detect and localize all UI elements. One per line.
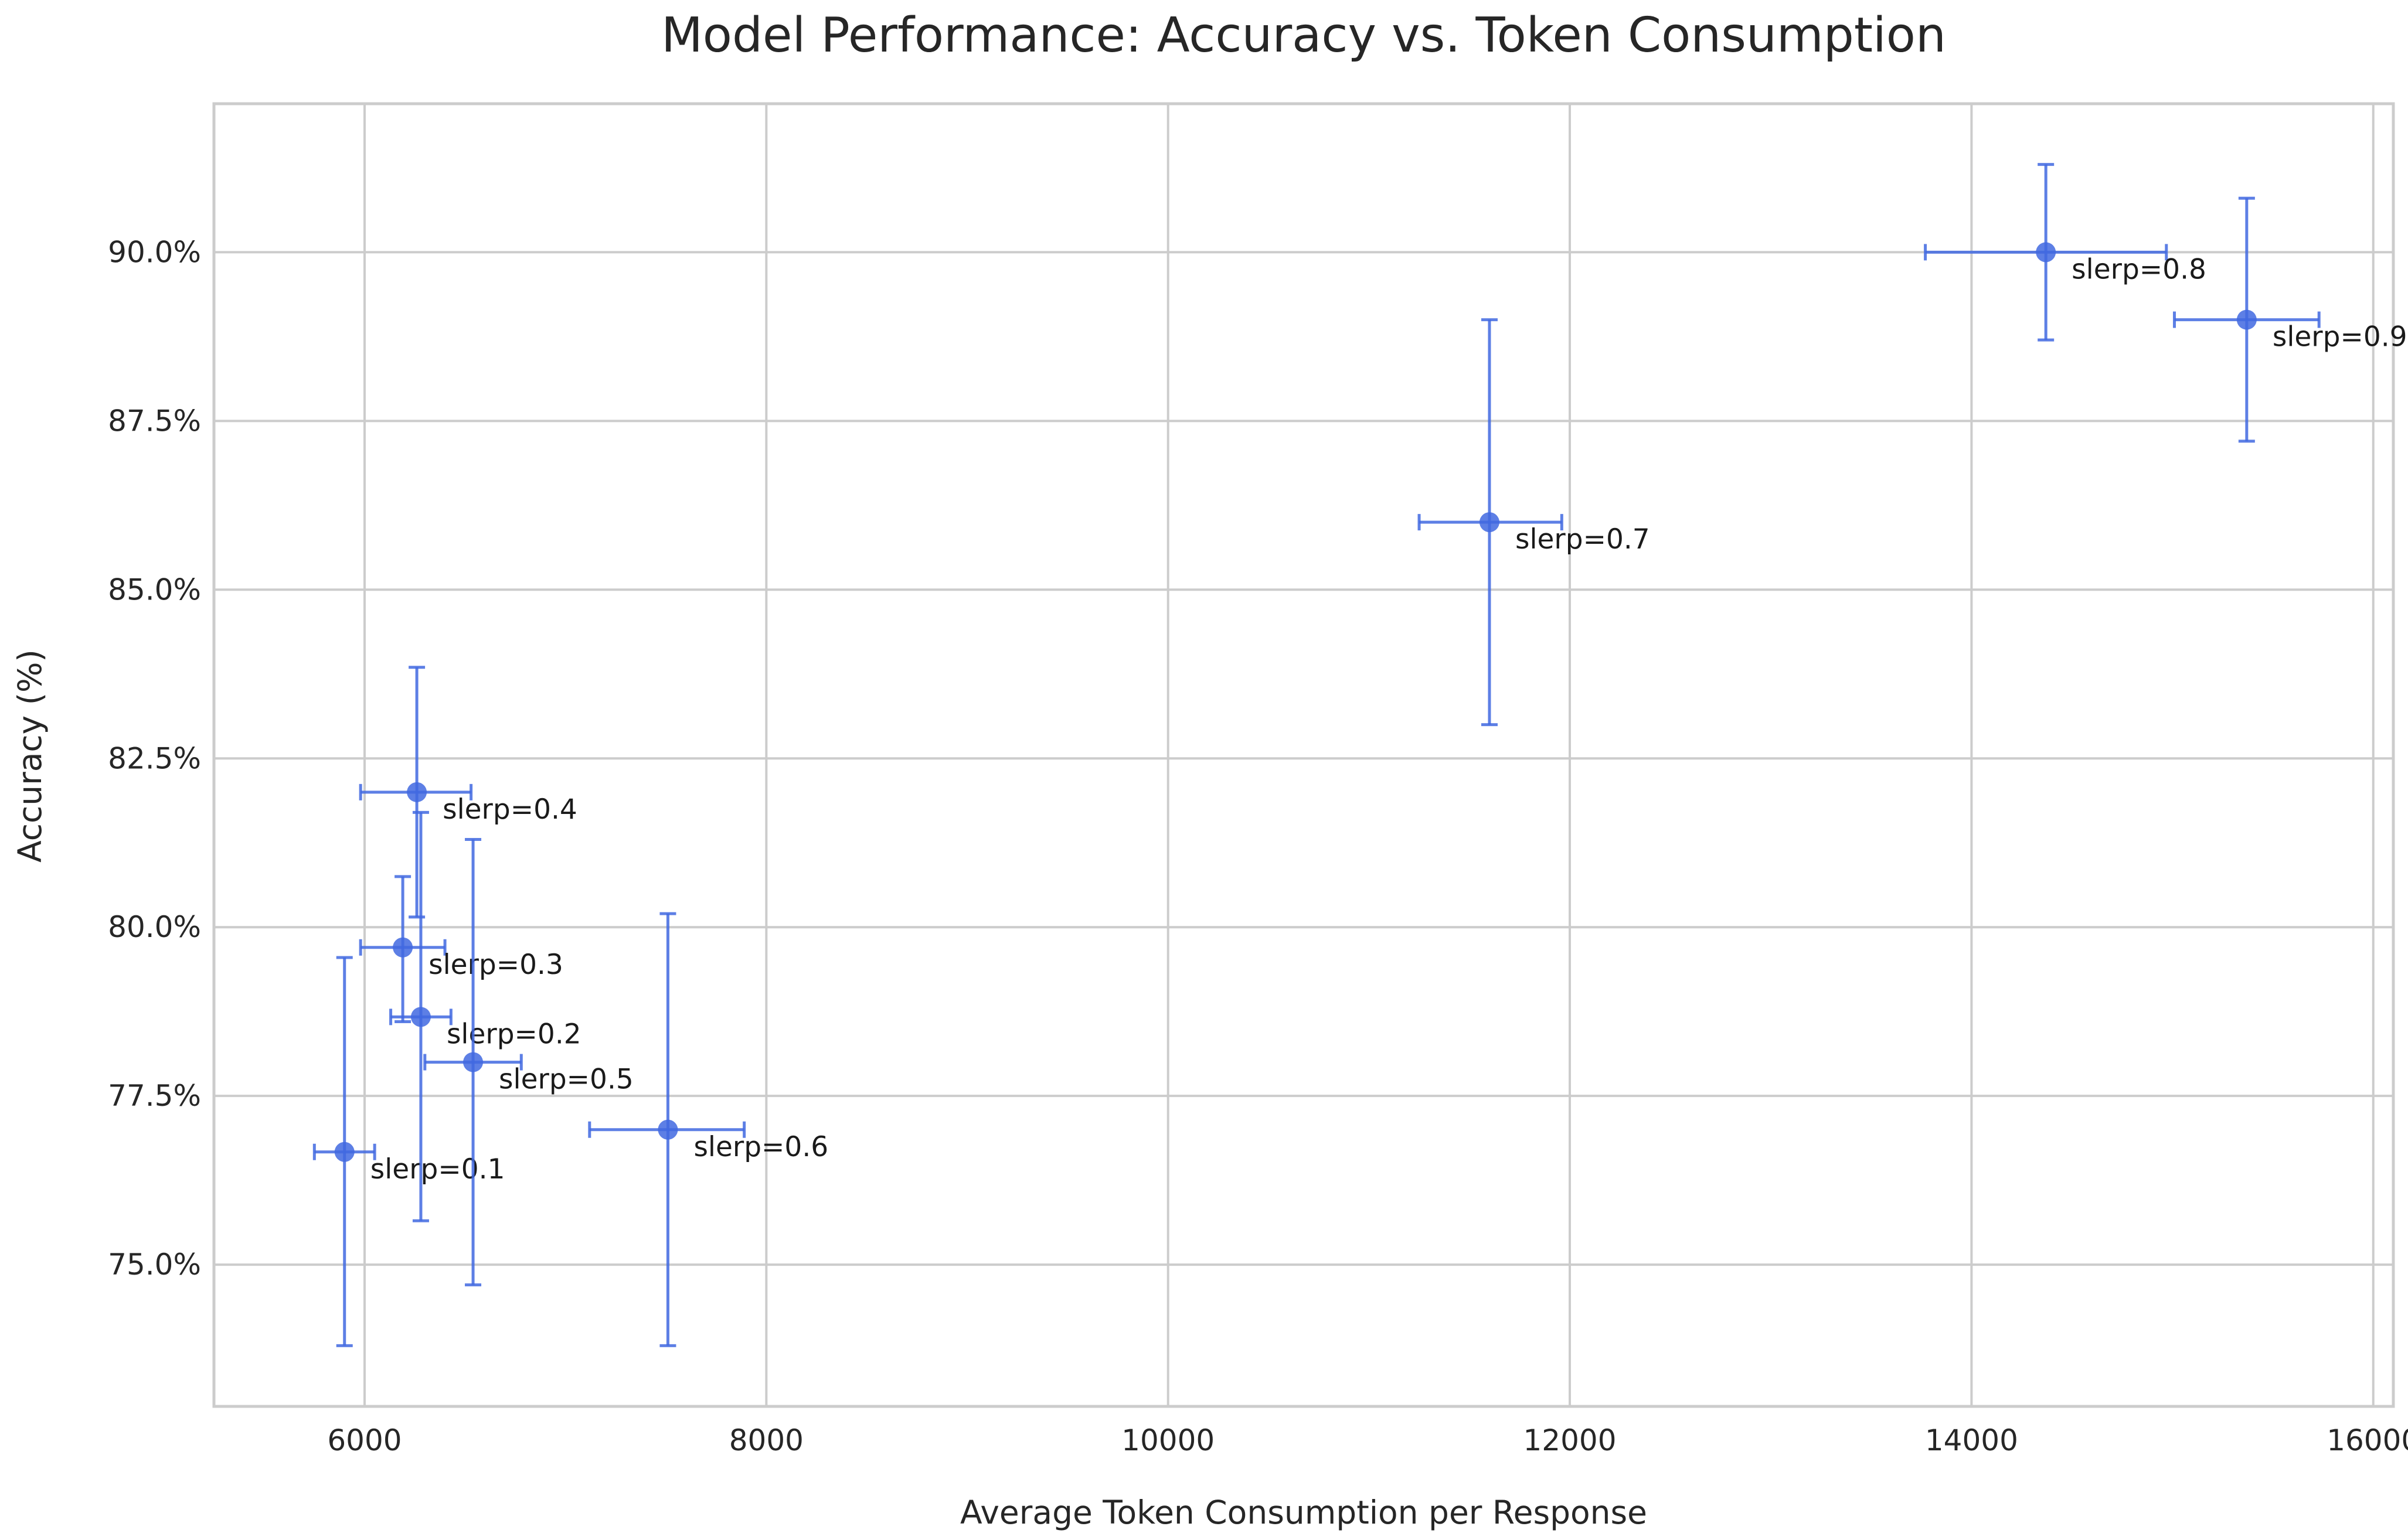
tick-labels: 6000 8000 10000 12000 14000 16000 75.0% 77.5% 80… [108,235,2408,1457]
data-point [393,937,413,958]
data-point-group: slerp=0.5 [423,837,634,1287]
x-tick-label: 14000 [1925,1423,2018,1457]
point-label: slerp=0.7 [1515,523,1650,556]
point-label: slerp=0.2 [447,1018,581,1050]
data-point [334,1142,355,1162]
data-point [410,1007,431,1027]
y-tick-label: 90.0% [108,235,201,269]
plot-frame [212,102,2395,1408]
data-point-group: slerp=0.9 [2172,196,2407,443]
point-label: slerp=0.5 [499,1064,634,1096]
chart-title: Model Performance: Accuracy vs. Token Co… [661,8,1946,63]
y-tick-label: 85.0% [108,573,201,607]
point-label: slerp=0.4 [443,793,577,826]
x-tick-label: 8000 [729,1423,804,1457]
data-point-group: slerp=0.6 [588,912,828,1347]
data-point-group: slerp=0.8 [1924,163,2206,342]
y-tick-label: 87.5% [108,404,201,438]
point-label: slerp=0.3 [428,949,563,981]
data-point [463,1052,484,1072]
data-point [2236,309,2257,330]
data-point [658,1119,678,1140]
x-tick-label: 10000 [1121,1423,1215,1457]
point-label: slerp=0.8 [2072,253,2206,285]
y-tick-label: 80.0% [108,910,201,944]
point-label: slerp=0.1 [370,1153,505,1185]
point-label: slerp=0.6 [693,1131,828,1163]
grid-layer [214,104,2393,1406]
data-point-group: slerp=0.4 [359,666,577,919]
y-tick-label: 77.5% [108,1079,201,1113]
data-point-group: slerp=0.7 [1417,318,1650,727]
data-point-group: slerp=0.1 [312,956,505,1347]
y-tick-label: 75.0% [108,1248,201,1282]
x-axis-label: Average Token Consumption per Response [960,1494,1647,1531]
x-tick-label: 12000 [1523,1423,1617,1457]
y-tick-label: 82.5% [108,741,201,775]
data-point [407,782,427,802]
data-point [1479,512,1499,533]
x-tick-label: 6000 [327,1423,402,1457]
y-axis-label: Accuracy (%) [11,649,49,863]
data-point [2036,242,2056,263]
point-label: slerp=0.9 [2273,321,2407,353]
data-point-group: slerp=0.2 [389,810,581,1222]
data-layer: slerp=0.1 slerp=0.2 slerp=0.3 slerp=0.4 sler… [312,163,2407,1347]
x-tick-label: 16000 [2327,1423,2408,1457]
data-point-group: slerp=0.3 [359,875,563,1023]
